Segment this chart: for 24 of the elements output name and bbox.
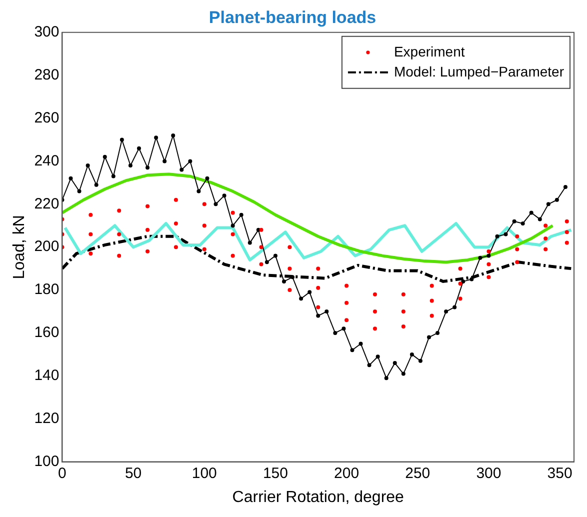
y-tick-label: 200 (34, 238, 60, 256)
y-tick-label: 180 (34, 281, 60, 298)
x-tick-label: 50 (124, 464, 142, 482)
y-axis-title: Load, kN (11, 215, 28, 280)
chart-title: Planet-bearing loads (208, 8, 376, 27)
x-tick-label: 300 (476, 464, 502, 482)
x-tick-label: 200 (334, 464, 360, 482)
y-tick-label: 100 (34, 452, 60, 470)
legend-label: Model: Lumped−Parameter (394, 63, 564, 80)
x-axis-title: Carrier Rotation, degree (232, 488, 404, 506)
x-tick-label: 0 (58, 464, 66, 482)
x-tick-label: 350 (547, 464, 572, 482)
y-tick-label: 220 (34, 195, 60, 212)
y-tick-label: 280 (34, 66, 60, 84)
y-tick-label: 300 (34, 24, 60, 41)
y-tick-label: 260 (34, 109, 60, 126)
x-tick-label: 100 (192, 464, 217, 482)
x-tick-label: 150 (262, 464, 288, 482)
x-tick-label: 250 (405, 464, 430, 482)
y-tick-label: 120 (34, 410, 60, 427)
legend-label: Experiment (394, 43, 465, 60)
y-tick-label: 140 (34, 367, 60, 384)
y-tick-label: 160 (34, 324, 60, 342)
y-tick-label: 240 (34, 152, 60, 170)
